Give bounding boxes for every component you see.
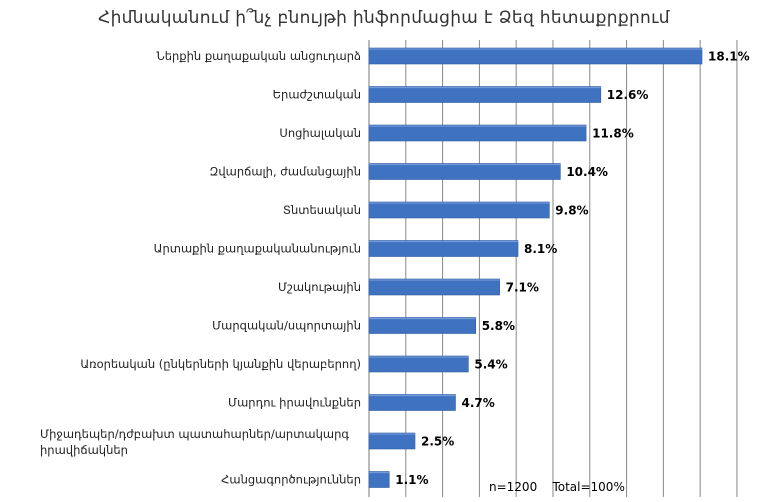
bar	[368, 86, 602, 103]
value-label: 9.8%	[555, 204, 588, 218]
category-label: Զվարճալի, ժամանցային	[209, 165, 361, 179]
category-label: Մարզական/սպորտային	[212, 319, 361, 333]
value-label: 10.4%	[566, 165, 608, 179]
category-label: Առօրեական (ընկերների կյանքին վերաբերող)	[80, 357, 361, 371]
bar	[368, 317, 477, 334]
category-label: Տնտեսական	[283, 203, 361, 217]
category-label: Սոցիալական	[279, 126, 361, 140]
value-label: 7.1%	[506, 281, 539, 295]
bar	[368, 278, 500, 296]
chart-title: Հիմնականում ի՞նչ բնույթի ինֆորմացիա է Ձե…	[98, 8, 670, 28]
bar	[368, 163, 561, 180]
category-label: Ներքին քաղաքական անցուդարձ	[156, 49, 361, 63]
category-label: Միջադեպեր/դժբախտ պատահարներ/արտակարգ իրավ…	[40, 427, 349, 457]
bar	[368, 201, 550, 219]
category-label: Երաժշտական	[273, 88, 361, 102]
bar	[368, 471, 390, 488]
bar	[368, 355, 469, 373]
value-label: 5.4%	[474, 358, 507, 372]
value-label: 18.1%	[708, 50, 750, 64]
bar	[368, 124, 587, 142]
value-label: 5.8%	[482, 319, 515, 333]
sample-note: n=1200 Total=100%	[489, 480, 625, 494]
category-label: Մշակութային	[278, 280, 361, 294]
category-label: Հանցագործություններ	[221, 473, 361, 487]
bar	[368, 47, 703, 65]
value-label: 2.5%	[421, 435, 454, 449]
value-label: 11.8%	[592, 127, 634, 141]
value-label: 1.1%	[395, 473, 428, 487]
category-label: Մարդու իրավունքներ	[228, 396, 361, 410]
bar	[368, 394, 456, 411]
value-label: 4.7%	[461, 396, 494, 410]
category-label: Արտաքին քաղաքականանություն	[154, 242, 361, 256]
value-label: 8.1%	[524, 242, 557, 256]
bar	[368, 432, 416, 450]
value-label: 12.6%	[607, 88, 649, 102]
bar	[368, 240, 519, 257]
